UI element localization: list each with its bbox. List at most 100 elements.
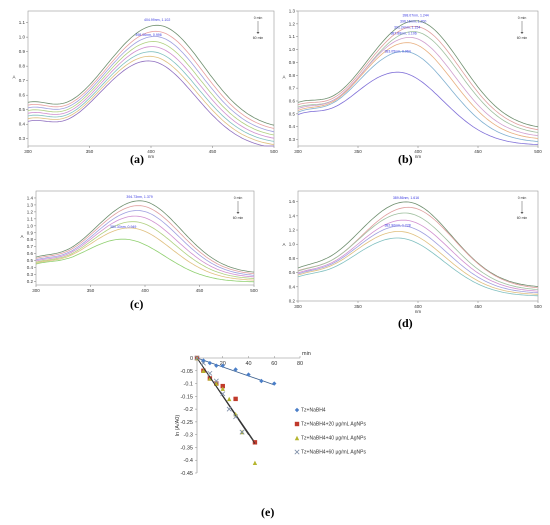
time-arrow-head-b [520,32,524,34]
y-tick-label-c-6: 0.8 [27,237,34,242]
data-point-e-3-0 [194,355,200,361]
legend-marker-e-3-stroke-2 [294,449,300,455]
spectrum-line-a-6 [27,55,275,145]
x-tick-label-e-2: 60 [271,361,277,367]
chart-panel-d: 300 350 400 450 500 0.2 0.4 0.6 0.8 1.0 1.2 1.4 1.6 n… [282,185,544,315]
spectrum-line-d-2 [297,212,539,290]
y-tick-label-e-5: -0.25 [180,420,193,426]
spectrum-line-a-3 [27,41,275,136]
y-tick-label-d-0: 0.2 [289,299,296,304]
spectrum-line-c-0 [35,200,255,273]
data-point-e-0-8 [272,381,277,386]
y-tick-label-e-2: -0.1 [184,382,193,388]
spectrum-line-c-4 [35,221,255,279]
data-point-e-2-8 [252,460,258,465]
spectrum-line-c-5 [35,227,255,281]
legend-marker-e-1 [294,421,300,427]
spectrum-line-a-5 [27,51,275,142]
y-tick-label-d-4: 1.0 [289,242,296,247]
time-note-end-c: 60 min [233,216,244,220]
peak-annotation-a-1: 398.06nm, 0.996 [135,33,161,37]
data-point-e-3-6 [233,414,239,420]
spectrum-chart-a: 300 350 400 450 500 0.3 0.4 0.5 0.6 0.7 0.8 0.9 1.0 1… [12,10,278,159]
time-note-start-a: 0 min [254,16,263,20]
y-tick-label-c-9: 1.1 [27,216,34,221]
y-tick-label-e-4: -0.2 [184,407,193,413]
y-tick-label-e-8: -0.4 [184,458,193,464]
y-axis-label-a: A [12,75,15,80]
caption-d: (d) [398,316,413,330]
x-tick-label-c-0: 300 [32,288,40,293]
spectrum-line-b-1 [297,26,539,131]
time-arrow-head-d [520,212,524,214]
legend-label-e-3: Tz+NaBH4+60 µg/mL AgNPs [301,450,366,456]
spectrum-line-d-3 [297,219,539,292]
kinetics-chart-e: 20406080min0-0.05-0.1-0.15-0.2-0.25-0.3-… [175,351,366,477]
data-point-e-1-4 [220,383,225,389]
spectrum-line-d-0 [297,201,539,287]
y-tick-label-d-2: 0.6 [289,270,296,275]
x-tick-label-e-3: 80 [297,361,303,367]
legend-label-e-0: Tz+NaBH4 [301,408,326,414]
y-tick-label-b-7: 1.0 [289,47,296,52]
spectrum-line-a-1 [27,30,275,129]
caption-e: (e) [261,505,275,519]
y-tick-label-e-6: -0.3 [184,433,193,439]
spectrum-line-c-3 [35,215,255,278]
peak-annotation-b-2: 391.24nm, 1.154 [394,25,420,29]
fit-line-e-3 [196,357,249,435]
plot-frame-b [297,10,539,147]
data-point-e-3-3-stroke-2 [213,378,219,384]
legend-marker-e-2 [294,435,300,441]
x-axis-label-b: nm [415,154,422,159]
y-tick-label-d-5: 1.2 [289,228,296,233]
y-tick-label-b-8: 1.1 [289,34,296,39]
y-tick-label-c-2: 0.4 [27,265,34,270]
data-point-e-2-4 [220,386,225,391]
data-point-e-1-5 [233,396,238,402]
time-arrow-head-a [256,32,260,34]
spectrum-line-b-0 [297,20,539,128]
plot-frame-a [27,10,275,147]
peak-annotation-c-1: 380.33nm, 0.949 [110,225,136,229]
y-tick-label-c-11: 1.3 [27,202,34,207]
legend-marker-e-3 [294,449,300,455]
data-point-e-0-4 [220,363,225,368]
x-tick-label-a-4: 500 [270,149,278,154]
data-point-e-3-2-stroke-2 [207,370,213,376]
y-tick-label-e-9: -0.45 [180,471,193,477]
legend-marker-e-0 [294,407,300,413]
peak-annotation-b-4: 383.05nm, 0.964 [384,50,410,54]
x-tick-label-a-0: 300 [24,149,32,154]
x-tick-label-a-1: 350 [86,149,94,154]
spectrum-line-d-4 [297,225,539,294]
x-tick-label-b-2: 400 [414,149,422,154]
chart-panel-b: 300 350 400 450 500 0.3 0.4 0.5 0.6 0.7 0.8 0.9 1.0 1… [282,5,544,160]
peak-annotation-d-0: 389.86nm, 1.616 [393,196,419,200]
spectrum-line-b-3 [297,37,539,136]
data-point-e-2-5 [226,396,232,402]
chart-panel-a: 300 350 400 450 500 0.3 0.4 0.5 0.6 0.7 0.8 0.9 1.0 1… [10,5,280,160]
data-point-e-0-2 [207,360,213,366]
x-tick-label-d-3: 450 [474,304,482,309]
time-note-end-a: 60 min [253,36,264,40]
x-tick-label-b-0: 300 [294,149,302,154]
data-point-e-3-6-stroke-2 [233,414,239,420]
y-tick-label-e-3: -0.15 [180,394,193,400]
spectrum-line-c-1 [35,205,255,275]
spectrum-line-d-5 [297,231,539,295]
data-point-e-3-0-stroke-2 [194,355,200,361]
peak-annotation-c-0: 394.73nm, 1.379 [126,195,152,199]
y-tick-label-b-3: 0.6 [289,99,296,104]
y-tick-label-d-3: 0.8 [289,256,296,261]
y-tick-label-c-3: 0.5 [27,258,34,263]
x-tick-label-a-3: 450 [209,149,217,154]
legend-label-e-1: Tz+NaBH4+20 µg/mL AgNPs [301,422,366,428]
y-tick-label-a-0: 0.3 [19,136,26,141]
data-point-e-0-3 [214,363,219,368]
x-tick-label-d-2: 400 [414,304,422,309]
caption-b: (b) [398,152,413,166]
spectrum-chart-c: 300 350 400 450 500 0.2 0.3 0.4 0.5 0.6 0.7 0.8 0.9 1… [20,190,258,293]
y-axis-label-c: A [20,234,23,239]
spectrum-line-b-4 [297,42,539,139]
